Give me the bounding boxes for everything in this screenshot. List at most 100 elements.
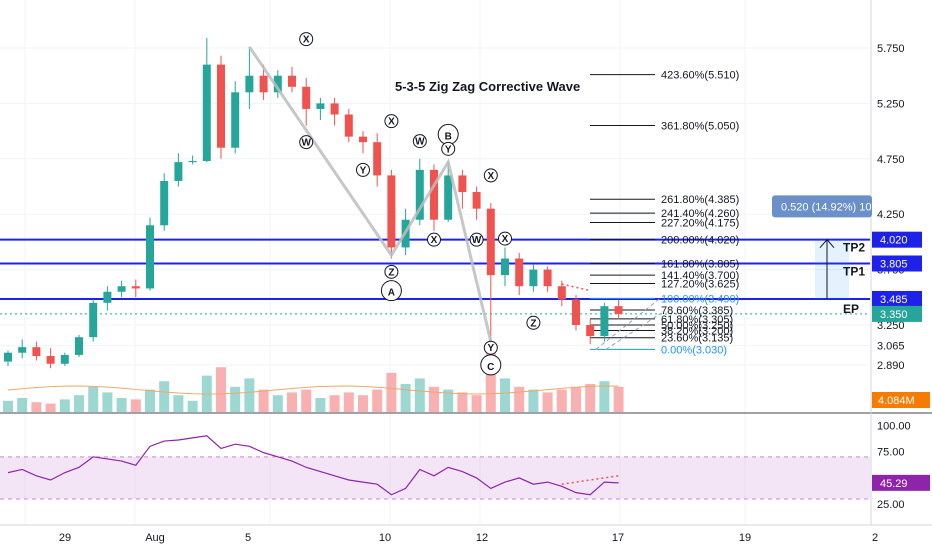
- candle-body: [387, 175, 396, 248]
- volume-ma-line: [7, 385, 619, 395]
- wave-label: B: [445, 131, 452, 142]
- wave-label: Y: [360, 165, 367, 176]
- candle-body: [103, 291, 112, 303]
- target-label-ep: EP: [843, 302, 859, 316]
- candle-body: [231, 92, 240, 148]
- horizontal-levels: [0, 238, 870, 315]
- candle-body: [543, 269, 552, 287]
- wave-label: A: [388, 288, 395, 299]
- volume-bar: [514, 386, 525, 412]
- candle-body: [572, 299, 580, 325]
- wave-label: Y: [487, 343, 494, 354]
- volume-bar: [429, 386, 439, 412]
- candle-body: [373, 142, 382, 176]
- wave-label: W: [472, 235, 482, 246]
- candle-body: [75, 337, 83, 355]
- volume-bar: [301, 389, 312, 412]
- date-tick-label: 10: [379, 532, 391, 544]
- wave-label-circle: [412, 134, 427, 149]
- candle-body: [586, 325, 595, 337]
- measure-label: 0.520 (14.92%) 10: [781, 201, 872, 213]
- fib-level-label: 61.80%(3.305): [661, 314, 733, 326]
- wave-label-circle: [441, 141, 456, 156]
- date-tick-label: 2: [872, 532, 878, 544]
- chart-title: 5-3-5 Zig Zag Corrective Wave: [395, 79, 580, 94]
- price-axis[interactable]: 6.2505.7505.2504.7504.2503.7503.2503.065…: [872, 0, 930, 408]
- candle-body: [302, 86, 311, 109]
- date-tick-label: 5: [245, 532, 251, 544]
- date-axis[interactable]: 29 Aug 5 10 12 17 19 2: [59, 532, 878, 544]
- date-tick-label: 17: [612, 532, 624, 544]
- wave-label: X: [303, 35, 310, 46]
- price-tag: [872, 305, 922, 322]
- wave-label-circle: [299, 135, 314, 150]
- volume-bar: [88, 386, 99, 412]
- fib-level-label: 100.00%(3.490): [661, 293, 739, 305]
- rsi-band: [0, 456, 870, 499]
- date-tick-label: Aug: [145, 532, 165, 544]
- fib-level-label: 23.60%(3.135): [661, 333, 733, 345]
- wave-label-circle: [483, 168, 498, 183]
- volume-bar: [599, 381, 610, 412]
- date-tick-label: 19: [739, 532, 751, 544]
- candle-body: [245, 75, 254, 93]
- wave-label-circle: [469, 232, 484, 247]
- wave-label-circle: [480, 354, 502, 376]
- wave-label-circle: [299, 32, 314, 47]
- candle-body: [131, 286, 140, 289]
- fib-level-label: 261.80%(4.385): [661, 194, 739, 206]
- fib-trend-line: [605, 313, 661, 350]
- price-tag-label: 3.485: [880, 294, 908, 306]
- volume-bar: [59, 399, 70, 412]
- fib-level-label: 38.20%(3.200): [661, 326, 733, 338]
- price-tick-label: 5.750: [877, 43, 905, 55]
- date-tick-label: 12: [476, 532, 488, 544]
- candle-body: [529, 269, 538, 287]
- fib-level-label: 141.40%(3.700): [661, 270, 739, 282]
- candle-body: [501, 258, 509, 276]
- volume-bar: [116, 398, 127, 412]
- rsi-panel: 100.00 75.00 25.00 45.29: [0, 420, 930, 511]
- rsi-tick-label: 100.00: [877, 420, 911, 432]
- candle-body: [160, 180, 169, 226]
- volume-bar: [230, 386, 241, 412]
- wave-label: W: [301, 138, 311, 149]
- volume-bar: [372, 389, 383, 412]
- volume-bar: [216, 367, 226, 412]
- price-tick-label: 4.750: [877, 154, 905, 166]
- fibonacci-extension[interactable]: 423.60%(5.510) 361.80%(5.050) 261.80%(4.38…: [590, 70, 872, 357]
- volume-bar: [528, 389, 539, 412]
- candle-body: [4, 352, 12, 362]
- candle-body: [18, 347, 27, 353]
- volume-bar: [287, 392, 297, 412]
- candle-body: [202, 64, 211, 162]
- rsi-tick-label: 25.00: [877, 499, 905, 511]
- candle-body: [330, 103, 339, 115]
- volume-bar: [272, 395, 283, 412]
- wave-label-circle: [498, 231, 512, 246]
- candle-body: [515, 258, 524, 287]
- price-tag-label: 3.805: [880, 259, 908, 271]
- volume-bar: [358, 395, 368, 412]
- fib-level-label: 227.20%(4.175): [661, 218, 739, 230]
- wave-label-circle: [483, 340, 498, 355]
- price-tag-label: 4.020: [880, 235, 908, 247]
- price-tag: [872, 255, 922, 272]
- volume-bar: [173, 395, 184, 412]
- volume-bar: [102, 392, 113, 412]
- fib-level-label: 361.80%(5.050): [661, 121, 739, 133]
- wave-label: X: [487, 171, 494, 182]
- candle-body: [146, 225, 154, 289]
- wave-label: W: [415, 137, 425, 148]
- wave-label: X: [388, 117, 395, 128]
- volume-bar: [130, 399, 141, 412]
- volume-bar: [585, 384, 596, 412]
- candle-body: [32, 347, 41, 357]
- rsi-line: [7, 435, 619, 496]
- volume-bar: [329, 395, 340, 412]
- volume-tag-label: 4.084M: [878, 395, 915, 407]
- candle-body: [259, 75, 268, 93]
- candle-body: [174, 162, 183, 181]
